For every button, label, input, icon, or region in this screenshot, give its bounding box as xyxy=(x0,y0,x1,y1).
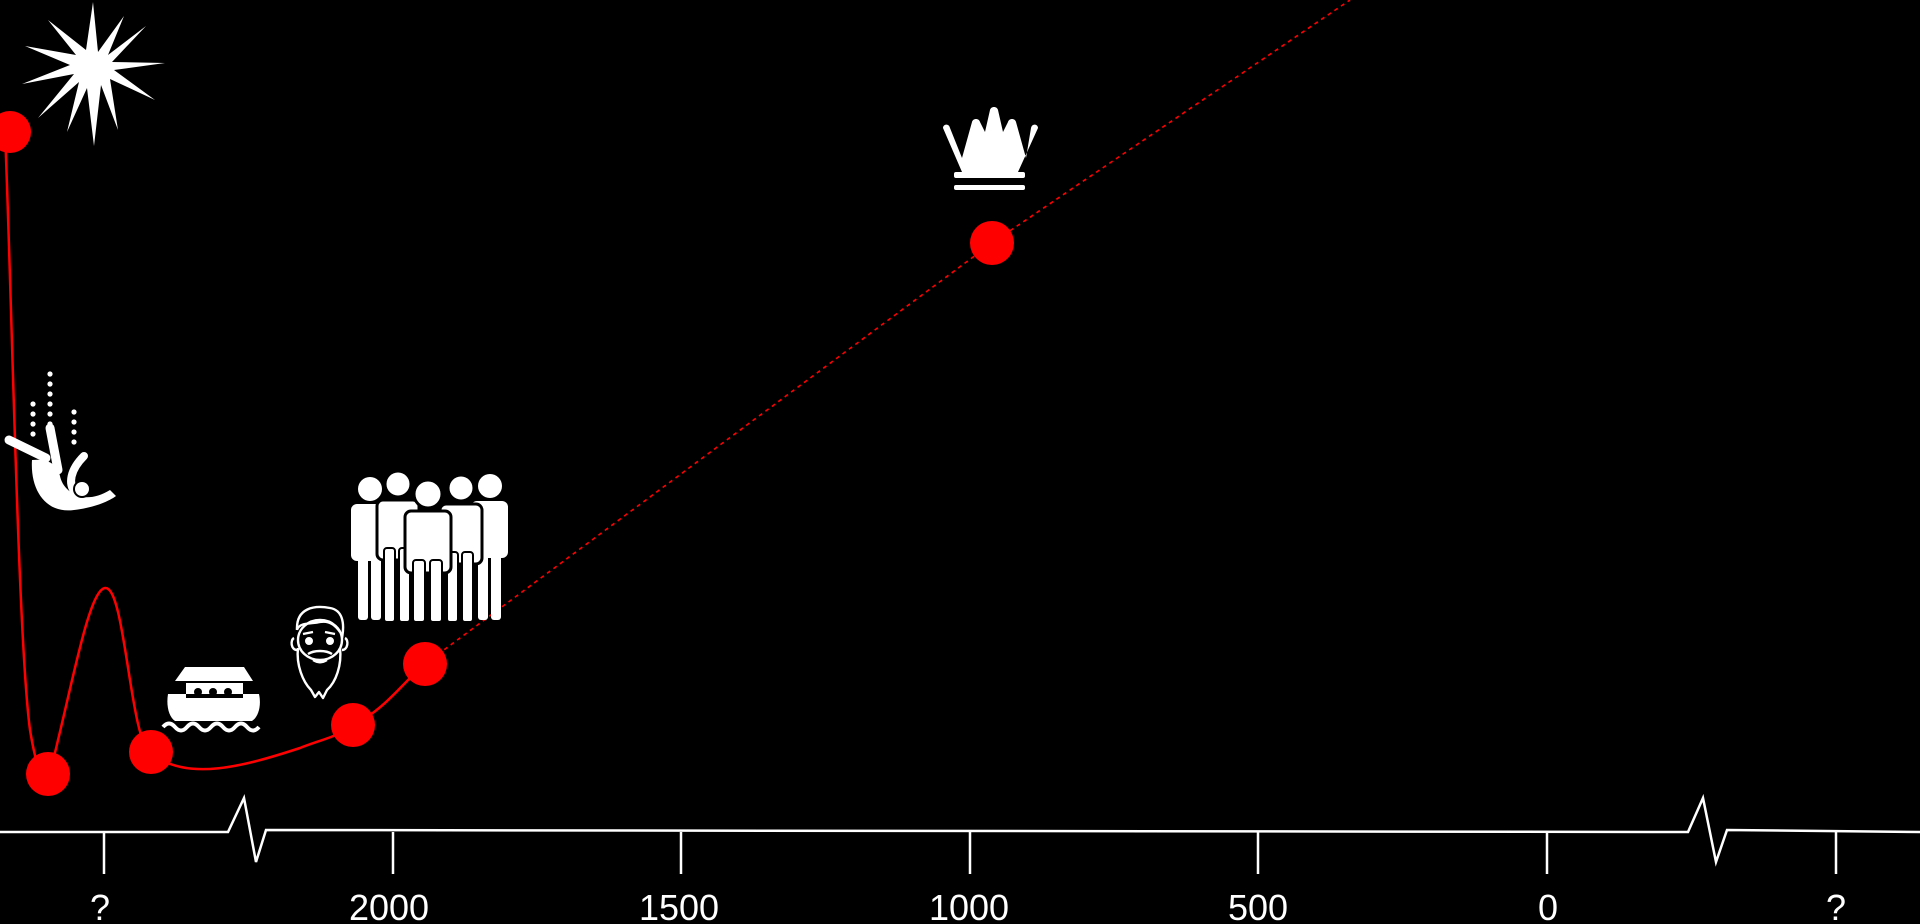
falling-figure-icon xyxy=(4,371,116,511)
tick-label: 1000 xyxy=(929,887,1009,924)
starburst-icon xyxy=(22,2,165,146)
history-curve-solid xyxy=(3,131,426,776)
axis-tick-labels: ? 2000 1500 1000 500 0 ? xyxy=(90,887,1846,924)
tick-label: 2000 xyxy=(349,887,429,924)
tick-label: 1500 xyxy=(639,887,719,924)
tick-label: ? xyxy=(90,887,110,924)
event-markers xyxy=(0,111,1014,796)
bearded-man-icon xyxy=(290,605,349,700)
tick-label: ? xyxy=(1826,887,1846,924)
tick-label: 0 xyxy=(1538,887,1558,924)
event-marker-fall xyxy=(26,752,70,796)
event-marker-creation xyxy=(0,111,31,153)
tick-label: 500 xyxy=(1228,887,1288,924)
axis-ticks xyxy=(102,832,1838,874)
event-marker-nation xyxy=(403,642,447,686)
event-marker-kingdom xyxy=(970,221,1014,265)
axis-line xyxy=(0,793,1920,867)
event-marker-flood xyxy=(129,730,173,774)
group-of-people-icon xyxy=(351,469,508,623)
crown-icon xyxy=(943,107,1038,190)
ark-icon xyxy=(161,667,261,733)
event-marker-patriarch xyxy=(331,703,375,747)
